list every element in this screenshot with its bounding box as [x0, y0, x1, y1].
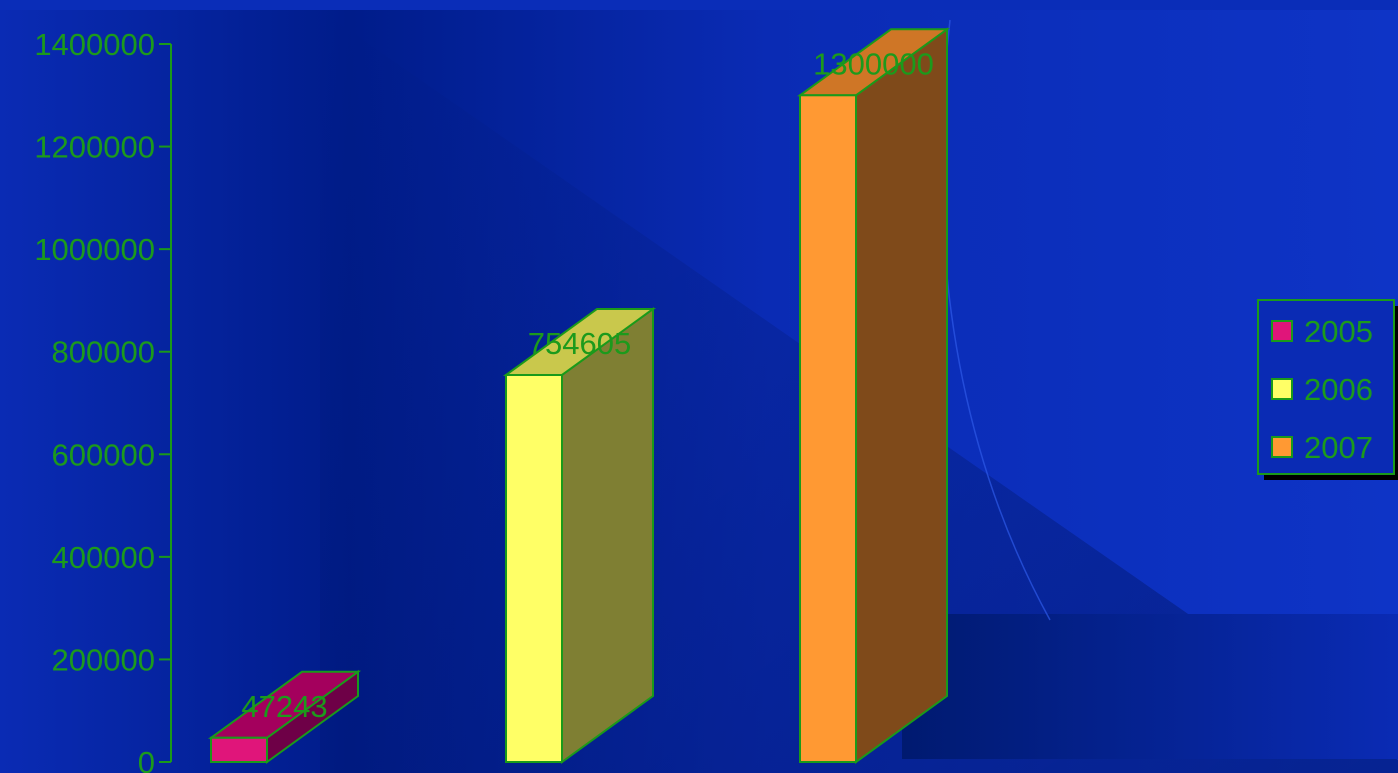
legend-label-2006: 2006	[1304, 372, 1373, 407]
bar-side-face	[855, 27, 948, 764]
bar-side-face	[561, 307, 654, 764]
y-tick-label: 1200000	[34, 130, 155, 165]
bars	[207, 27, 951, 764]
y-tick-label: 800000	[52, 335, 155, 370]
bar-front-face	[799, 94, 857, 764]
bar-front-face	[505, 373, 563, 763]
bar-2006	[502, 307, 657, 764]
y-tick-label: 1400000	[34, 27, 155, 62]
y-axis: 0 200000 400000 600000 800000 1000000 1200000 1…	[34, 27, 172, 773]
legend-swatch-2007	[1271, 436, 1293, 458]
y-tick-label: 200000	[52, 642, 155, 677]
legend: 2005 2006 2007	[1257, 299, 1398, 480]
data-label-2006: 754605	[528, 326, 631, 361]
legend-swatch-2006	[1271, 378, 1293, 400]
top-bar	[0, 0, 1398, 10]
legend-swatch-2005	[1271, 320, 1293, 342]
legend-label-2005: 2005	[1304, 314, 1373, 349]
legend-label-2007: 2007	[1304, 430, 1373, 465]
bar-2005	[207, 669, 362, 764]
data-label-2007: 1300000	[813, 46, 934, 81]
y-tick-label: 0	[138, 745, 155, 773]
y-tick-label: 1000000	[34, 232, 155, 267]
bar-front-face	[210, 736, 268, 764]
bar-2007	[796, 27, 951, 764]
y-tick-label: 400000	[52, 540, 155, 575]
data-label-2005: 47243	[241, 689, 327, 724]
y-tick-label: 600000	[52, 437, 155, 472]
data-labels: 47243 754605 1300000	[241, 46, 933, 723]
